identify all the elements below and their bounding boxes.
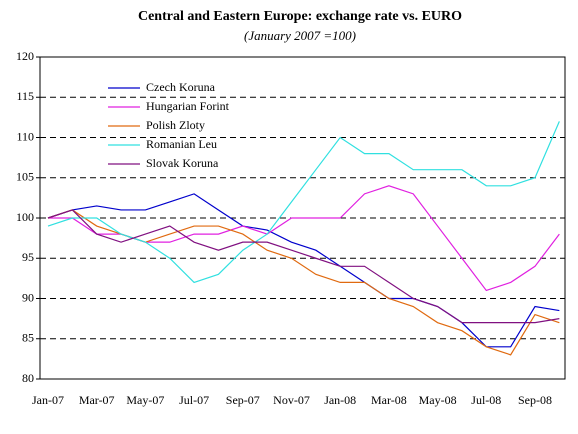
- legend-label: Romanian Leu: [146, 137, 217, 151]
- x-tick-label: Jul-08: [471, 393, 501, 407]
- legend-label: Czech Koruna: [146, 80, 216, 94]
- y-tick-label: 115: [16, 89, 34, 103]
- legend-label: Polish Zloty: [146, 118, 205, 132]
- y-tick-label: 90: [22, 290, 34, 304]
- series-line: [47, 209, 560, 324]
- x-tick-label: Mar-08: [371, 393, 407, 407]
- y-tick-label: 95: [22, 250, 34, 264]
- x-tick-label: Jan-07: [32, 393, 64, 407]
- chart-subtitle: (January 2007 =100): [244, 28, 356, 43]
- x-tick-label: Jan-08: [324, 393, 356, 407]
- x-tick-label: May-07: [126, 393, 164, 407]
- x-tick-label: Sep-07: [226, 393, 260, 407]
- y-tick-label: 120: [16, 49, 34, 63]
- y-tick-label: 110: [16, 129, 34, 143]
- x-tick-label: Nov-07: [273, 393, 310, 407]
- y-tick-label: 100: [16, 210, 34, 224]
- legend-label: Hungarian Forint: [146, 99, 230, 113]
- legend-label: Slovak Koruna: [146, 156, 219, 170]
- y-tick-label: 105: [16, 170, 34, 184]
- y-tick-label: 85: [22, 331, 34, 345]
- x-tick-label: Jul-07: [179, 393, 209, 407]
- series-line: [48, 185, 560, 292]
- series-line: [47, 209, 560, 356]
- x-tick-label: Sep-08: [518, 393, 552, 407]
- x-tick-label: May-08: [419, 393, 457, 407]
- series-line: [47, 193, 560, 348]
- x-tick-label: Mar-07: [79, 393, 115, 407]
- y-tick-label: 80: [22, 371, 34, 385]
- chart-title: Central and Eastern Europe: exchange rat…: [138, 9, 462, 24]
